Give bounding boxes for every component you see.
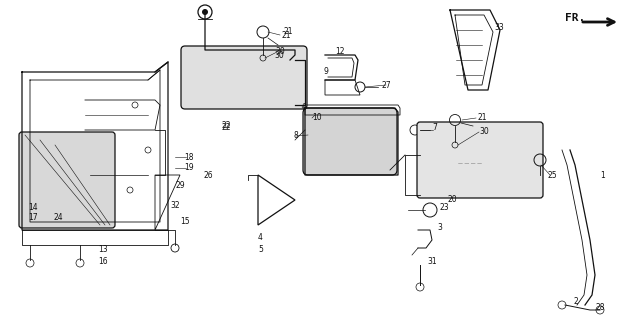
- Text: 32: 32: [170, 201, 180, 210]
- Text: 21: 21: [283, 27, 292, 36]
- Text: 26: 26: [203, 170, 212, 180]
- Text: 31: 31: [427, 257, 436, 266]
- Text: 16: 16: [98, 257, 108, 266]
- Text: 29: 29: [175, 181, 184, 189]
- Text: 22: 22: [222, 121, 232, 130]
- Text: 33: 33: [494, 24, 504, 33]
- Text: 15: 15: [180, 218, 189, 226]
- Text: 28: 28: [596, 303, 605, 313]
- Text: 23: 23: [440, 203, 450, 211]
- Text: 24: 24: [53, 213, 63, 222]
- Text: 2: 2: [574, 298, 579, 307]
- Text: 20: 20: [448, 196, 458, 204]
- Text: 6: 6: [302, 102, 307, 112]
- Text: 30: 30: [479, 128, 489, 137]
- Text: 12: 12: [335, 48, 344, 56]
- Text: 22: 22: [222, 123, 232, 132]
- Text: 21: 21: [478, 114, 488, 122]
- FancyBboxPatch shape: [303, 108, 397, 175]
- Text: 1: 1: [600, 170, 605, 180]
- Circle shape: [202, 9, 208, 15]
- Text: 3: 3: [437, 224, 442, 233]
- FancyBboxPatch shape: [19, 132, 115, 228]
- Text: 21: 21: [282, 31, 291, 40]
- Text: 19: 19: [184, 164, 194, 173]
- Text: 14: 14: [28, 204, 38, 212]
- Text: 18: 18: [184, 152, 193, 161]
- Text: 17: 17: [28, 213, 38, 222]
- Text: — — — —: — — — —: [458, 161, 482, 166]
- Text: 10: 10: [312, 114, 322, 122]
- Text: 25: 25: [548, 170, 557, 180]
- Text: 9: 9: [324, 68, 329, 77]
- FancyBboxPatch shape: [181, 46, 307, 109]
- Text: 7: 7: [432, 123, 437, 132]
- FancyBboxPatch shape: [417, 122, 543, 198]
- Text: 8: 8: [293, 131, 298, 140]
- Text: 4: 4: [258, 234, 263, 242]
- Text: 30: 30: [274, 50, 284, 60]
- Text: 5: 5: [258, 246, 263, 255]
- Text: 30: 30: [275, 48, 285, 56]
- Text: 13: 13: [98, 246, 108, 255]
- Text: 27: 27: [382, 80, 392, 90]
- Text: FR.: FR.: [565, 13, 585, 23]
